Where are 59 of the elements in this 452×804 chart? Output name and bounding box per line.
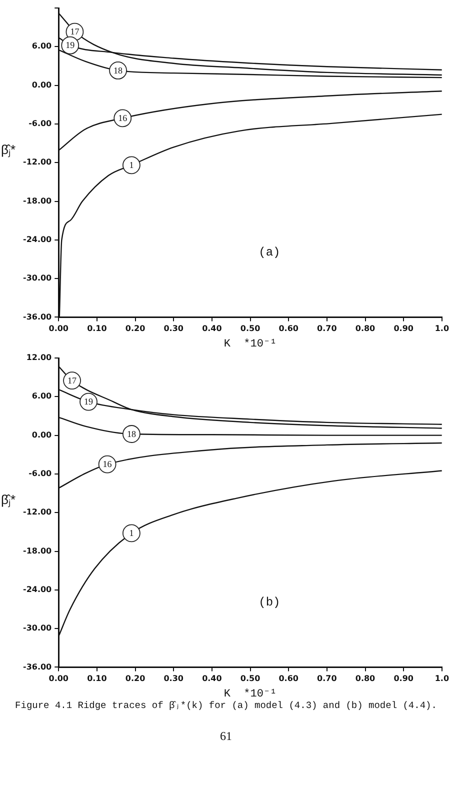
y-tick-label: -18.00: [23, 546, 52, 556]
caption: Figure 4.1 Ridge traces of β̂ⱼ*(k) for (a) model (4.3) and (b) model (4.4).: [14, 700, 438, 711]
y-tick-label: 12.00: [26, 353, 52, 362]
series-label: 18: [126, 428, 136, 439]
x-tick-label: 0.50: [240, 674, 261, 684]
x-tick-label: 0.00: [48, 674, 69, 684]
x-tick-label: 0.40: [202, 674, 222, 684]
x-tick-label: 0.10: [87, 674, 108, 684]
y-tick-label: 6.00: [32, 392, 52, 401]
y-tick-label: -24.00: [23, 584, 52, 594]
y-tick-label: -24.00: [23, 234, 52, 244]
x-tick-label: 0.30: [164, 324, 184, 334]
x-axis-title: K *10⁻¹: [224, 688, 277, 700]
y-tick-label: -18.00: [23, 196, 52, 206]
series-label: 17: [70, 26, 80, 37]
x-tick-label: 1.0: [434, 324, 450, 334]
x-tick-label: 0.80: [355, 324, 376, 334]
x-tick-label: 0.30: [164, 674, 184, 684]
series-label: 16: [102, 459, 112, 470]
series-label: 16: [118, 113, 128, 124]
y-tick-label: -12.00: [23, 508, 52, 517]
x-tick-label: 0.60: [278, 324, 299, 334]
x-tick-label: 0.20: [125, 674, 146, 684]
x-tick-label: 0.90: [394, 674, 414, 684]
series-label: 1: [129, 160, 134, 170]
series-label: 18: [114, 65, 124, 76]
y-tick-label: 0.00: [32, 80, 52, 90]
annotation: (a): [258, 245, 280, 260]
series-label: 19: [66, 40, 76, 50]
series-label: 19: [84, 396, 94, 407]
x-tick-label: 0.00: [48, 324, 69, 334]
x-tick-label: 0.80: [355, 674, 376, 684]
text: 61: [219, 729, 233, 744]
y-tick-label: -30.00: [23, 274, 52, 283]
x-tick-label: 1.0: [434, 674, 450, 684]
y-tick-label: -36.00: [23, 662, 52, 672]
x-tick-label: 0.90: [394, 324, 414, 334]
y-tick-label: -6.00: [28, 469, 52, 478]
x-tick-label: 0.10: [87, 324, 108, 334]
x-tick-label: 0.60: [278, 674, 299, 684]
x-tick-label: 0.20: [125, 324, 146, 334]
x-tick-label: 0.70: [317, 324, 338, 334]
y-tick-label: -6.00: [28, 119, 52, 128]
point: [122, 524, 140, 542]
y-tick-label: -12.00: [23, 158, 52, 167]
series-label: 1: [129, 528, 134, 538]
annotation: (b): [258, 595, 280, 610]
y-tick-label: -36.00: [23, 312, 52, 322]
y-tick-label: 0.00: [32, 430, 52, 440]
x-tick-label: 0.40: [202, 324, 222, 334]
y-axis-title: β̂ⱼ*: [1, 492, 16, 508]
x-tick-label: 0.50: [240, 324, 261, 334]
y-axis-title: β̂ⱼ*: [1, 142, 16, 158]
point: [122, 156, 140, 174]
series-label: 17: [68, 375, 78, 386]
x-tick-label: 0.70: [317, 674, 338, 684]
y-tick-label: -30.00: [23, 624, 52, 633]
x-axis-title: K *10⁻¹: [224, 338, 277, 350]
y-tick-label: 6.00: [32, 42, 52, 51]
